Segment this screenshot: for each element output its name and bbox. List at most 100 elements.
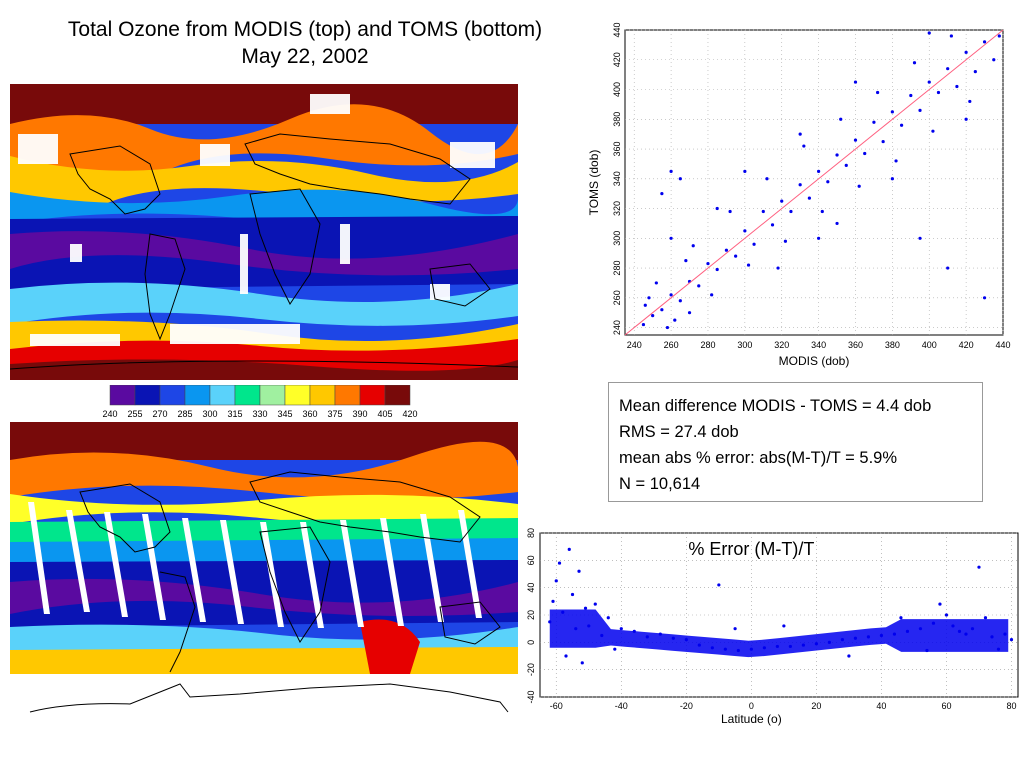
error-point bbox=[554, 579, 558, 583]
error-point bbox=[782, 624, 786, 628]
error-point bbox=[866, 635, 871, 639]
error-point bbox=[577, 569, 581, 573]
scatter-point bbox=[894, 159, 898, 163]
scatter-point bbox=[770, 223, 775, 227]
colorbar-swatch bbox=[309, 384, 336, 406]
colorbar-swatch bbox=[384, 384, 411, 406]
scatter-point bbox=[665, 325, 670, 330]
colorbar-tick-label: 360 bbox=[302, 409, 317, 419]
error-point bbox=[983, 616, 988, 620]
scatter-point bbox=[826, 180, 830, 184]
error-point bbox=[892, 632, 897, 636]
error-x-tick-label: 20 bbox=[811, 701, 821, 711]
error-point bbox=[931, 621, 936, 625]
scatter-point bbox=[669, 293, 673, 297]
scatter-point bbox=[839, 117, 843, 121]
error-point bbox=[733, 627, 737, 631]
colorbar-tick-label: 315 bbox=[227, 409, 242, 419]
error-point bbox=[749, 647, 753, 651]
scatter-point bbox=[964, 50, 968, 54]
error-point bbox=[762, 646, 766, 650]
error-point bbox=[671, 636, 675, 640]
error-x-tick-label: -40 bbox=[615, 701, 628, 711]
stats-n: N = 10,614 bbox=[619, 475, 701, 493]
scatter-x-tick-label: 440 bbox=[995, 340, 1010, 350]
scatter-point bbox=[734, 254, 738, 258]
error-point bbox=[918, 627, 923, 631]
stats-mean-difference: Mean difference MODIS - TOMS = 4.4 dob bbox=[619, 397, 932, 415]
error-point bbox=[736, 648, 740, 653]
error-point bbox=[938, 602, 942, 606]
colorbar-swatch bbox=[109, 384, 136, 406]
scatter-x-tick-label: 360 bbox=[848, 340, 863, 350]
scatter-point bbox=[890, 110, 894, 114]
scatter-point bbox=[660, 192, 664, 196]
scatter-x-tick-label: 400 bbox=[922, 340, 937, 350]
scatter-point bbox=[798, 132, 802, 136]
error-point bbox=[658, 632, 662, 636]
scatter-point bbox=[820, 209, 824, 214]
error-point bbox=[551, 599, 555, 603]
error-point bbox=[600, 633, 604, 638]
scatter-point bbox=[946, 266, 950, 270]
error-y-tick-label: 20 bbox=[526, 610, 536, 620]
scatter-point bbox=[743, 169, 747, 173]
error-plot-title: % Error (M-T)/T bbox=[688, 539, 814, 559]
error-point bbox=[788, 644, 792, 649]
one-to-one-line bbox=[624, 29, 1004, 336]
error-point bbox=[574, 627, 578, 631]
colorbar-tick-label: 420 bbox=[402, 409, 417, 419]
scatter-point bbox=[761, 209, 765, 214]
scatter-point bbox=[691, 244, 695, 248]
scatter-point bbox=[890, 177, 894, 181]
error-point bbox=[847, 654, 851, 658]
scatter-y-tick-label: 280 bbox=[612, 261, 622, 276]
error-point bbox=[570, 592, 575, 597]
colorbar-tick-label: 390 bbox=[352, 409, 367, 419]
scatter-point bbox=[728, 209, 732, 214]
scatter-point bbox=[949, 34, 953, 38]
error-point bbox=[684, 638, 688, 642]
scatter-point bbox=[697, 284, 701, 288]
scatter-point bbox=[997, 34, 1001, 38]
scatter-point bbox=[743, 229, 747, 233]
scatter-point bbox=[946, 67, 950, 71]
colorbar-tick-label: 285 bbox=[177, 409, 192, 419]
scatter-point bbox=[789, 209, 793, 214]
scatter-x-tick-label: 420 bbox=[959, 340, 974, 350]
scatter-point bbox=[927, 31, 931, 35]
colorbar-tick-label: 375 bbox=[327, 409, 342, 419]
scatter-x-tick-label: 320 bbox=[774, 340, 789, 350]
scatter-point bbox=[968, 99, 972, 104]
scatter-point bbox=[876, 90, 880, 95]
title-line-2: May 22, 2002 bbox=[241, 45, 369, 68]
scatter-point bbox=[660, 308, 664, 312]
scatter-point bbox=[899, 123, 904, 127]
error-point bbox=[567, 547, 571, 551]
scatter-x-axis-label: MODIS (dob) bbox=[779, 354, 850, 368]
scatter-point bbox=[964, 117, 968, 121]
error-vs-latitude-plot: -60 -40 -20 0 20 40 60 80 -40 -20 0 20 40 60 80 % Error… bbox=[526, 528, 1019, 726]
scatter-point bbox=[687, 311, 692, 315]
scatter-point bbox=[817, 236, 821, 240]
error-x-tick-label: -60 bbox=[550, 701, 563, 711]
error-point bbox=[775, 644, 779, 649]
error-y-tick-label: -20 bbox=[526, 663, 536, 676]
error-y-tick-label: 60 bbox=[526, 555, 536, 565]
scatter-point bbox=[710, 293, 714, 297]
colorbar-swatch bbox=[359, 384, 386, 406]
scatter-point bbox=[835, 221, 839, 226]
error-point bbox=[814, 642, 818, 646]
error-point bbox=[619, 627, 623, 631]
scatter-point bbox=[724, 248, 729, 252]
scatter-point bbox=[647, 296, 651, 300]
error-point bbox=[925, 648, 929, 653]
colorbar-swatch bbox=[134, 384, 161, 406]
error-point bbox=[717, 583, 721, 587]
colorbar-tick-label: 300 bbox=[202, 409, 217, 419]
error-point bbox=[548, 620, 552, 624]
scatter-point bbox=[669, 236, 673, 240]
scatter-y-axis-label: TOMS (dob) bbox=[587, 150, 601, 216]
error-point bbox=[723, 647, 727, 651]
error-y-tick-label: 80 bbox=[526, 528, 536, 538]
